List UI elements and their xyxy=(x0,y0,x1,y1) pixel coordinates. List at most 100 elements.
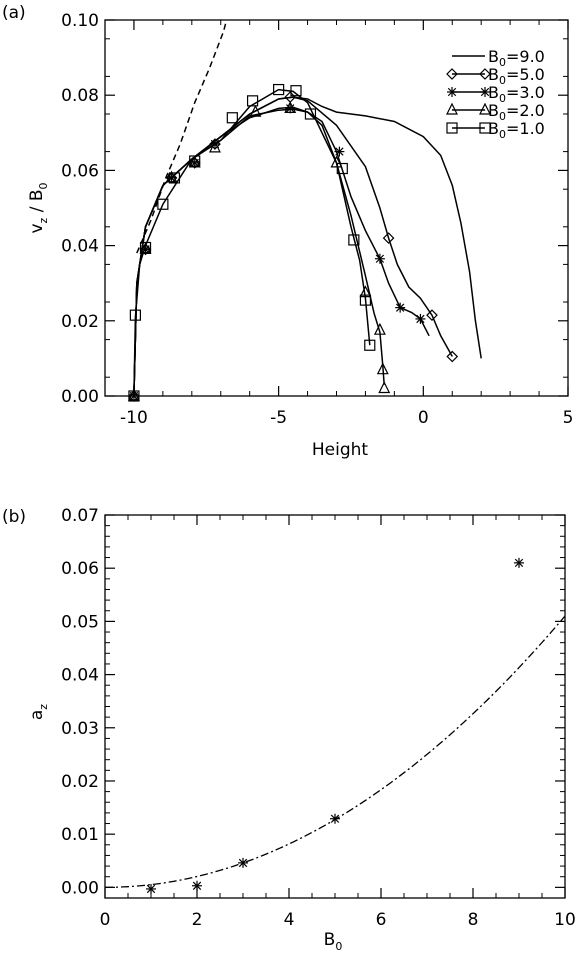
panel-b-y-title-main: a xyxy=(27,710,47,720)
panel-a-ticks: -10 -5 0 5 0.00 0.02 0.04 0.06 0.08 0.10 xyxy=(61,11,573,428)
legend-label-sub: 0 xyxy=(499,110,506,123)
panel-a-square-marker xyxy=(348,234,360,246)
panel-a-y-tick-label: 0.10 xyxy=(61,11,99,31)
panel-a-legend-entry: B0=2.0 xyxy=(446,101,545,123)
legend-triangle-marker xyxy=(446,102,458,115)
panel-a-triangle-marker xyxy=(127,388,140,401)
legend-label-main: B xyxy=(488,101,499,120)
panel-a-y-title-main: v xyxy=(27,223,47,233)
legend-asterisk-marker xyxy=(480,87,490,97)
panel-a-series-line xyxy=(133,96,482,397)
legend-label-sub: 0 xyxy=(499,128,506,141)
panel-b-x-axis-title: B0 xyxy=(324,930,343,953)
panel-b-asterisk-marker xyxy=(146,883,156,894)
panel-a-square-marker xyxy=(304,108,317,120)
panel-a-y-tick-label: 0.08 xyxy=(61,86,99,106)
panel-b-x-tick-label: 2 xyxy=(192,910,203,930)
panel-b-x-title-sub: 0 xyxy=(335,940,342,953)
panel-a-square-marker xyxy=(189,155,201,167)
panel-a-triangle-marker xyxy=(249,104,262,117)
panel-a-series-line xyxy=(133,96,453,397)
panel-a-line-chart: (a) -10 -5 0 5 0.00 0.02 0.04 0.06 0.08 0.10 Heig… xyxy=(2,3,573,460)
panel-a-y-tick-label: 0.04 xyxy=(61,237,99,257)
panel-a-asterisk-marker xyxy=(374,253,385,264)
panel-b-x-tick-label: 6 xyxy=(376,910,387,930)
panel-a-legend: B0=9.0B0=5.0B0=3.0B0=2.0B0=1.0 xyxy=(446,47,545,141)
panel-a-square-marker xyxy=(290,85,302,97)
panel-b-y-axis-title: az xyxy=(27,704,50,720)
legend-label-rest: =3.0 xyxy=(506,83,545,102)
panel-b-fit-curve xyxy=(104,615,566,889)
panel-a-series xyxy=(127,19,482,402)
panel-a-y-axis-title: vz / B0 xyxy=(27,182,50,233)
panel-a-triangle-marker xyxy=(376,362,389,375)
panel-a-asterisk-marker xyxy=(334,146,345,157)
panel-a-triangle-marker xyxy=(373,322,386,335)
legend-triangle-marker xyxy=(479,102,491,115)
panel-a-y-title-sub2: 0 xyxy=(37,182,50,189)
panel-a-square-marker xyxy=(336,162,348,175)
panel-a-square-marker xyxy=(168,172,181,184)
panel-a-square-marker xyxy=(359,294,372,306)
panel-b-plot-frame xyxy=(104,514,566,899)
legend-label: B0=3.0 xyxy=(488,83,545,105)
panel-a-square-marker xyxy=(273,83,285,96)
panel-b-asterisk-marker xyxy=(238,857,248,868)
legend-label-rest: =9.0 xyxy=(506,47,545,66)
panel-a-x-tick-label: 5 xyxy=(563,408,574,428)
legend-label-main: B xyxy=(488,47,499,66)
legend-label-sub: 0 xyxy=(499,92,506,105)
panel-a-diamond-marker xyxy=(382,232,395,244)
panel-a-x-axis-title: Height xyxy=(312,440,369,460)
panel-a-triangle-marker xyxy=(284,101,297,113)
panel-a-diamond-marker xyxy=(426,309,438,322)
panel-b-y-tick-label: 0.04 xyxy=(61,666,99,686)
legend-label-main: B xyxy=(488,119,499,138)
legend-label-main: B xyxy=(488,65,499,84)
panel-b-x-tick-label: 10 xyxy=(554,910,576,930)
panel-a-asterisk-marker xyxy=(415,313,426,324)
legend-square-marker xyxy=(446,122,458,134)
panel-a-legend-entry: B0=9.0 xyxy=(452,47,545,69)
panel-a-triangle-marker xyxy=(139,242,152,254)
panel-a-square-marker xyxy=(226,112,238,124)
panel-a-triangle-marker xyxy=(330,155,343,168)
panel-b-y-tick-label: 0.00 xyxy=(61,878,99,898)
panel-b-asterisk-marker xyxy=(514,557,524,568)
panel-a-triangle-marker xyxy=(188,155,201,168)
legend-diamond-marker xyxy=(446,68,458,80)
panel-a-legend-entry: B0=5.0 xyxy=(446,65,545,87)
panel-a-asterisk-marker xyxy=(395,302,406,313)
panel-b-scatter-chart: (b) 0 2 4 6 8 100.000.010.020.030.040.050.060… xyxy=(2,506,576,953)
panel-a-x-tick-label: 0 xyxy=(418,408,429,428)
panel-b-y-tick-label: 0.03 xyxy=(61,719,99,739)
legend-label: B0=9.0 xyxy=(488,47,545,69)
panel-a-square-marker xyxy=(364,339,376,351)
panel-b-y-tick-label: 0.06 xyxy=(61,559,99,579)
panel-a-square-marker xyxy=(246,95,259,107)
panel-b-y-tick-label: 0.05 xyxy=(61,612,99,632)
panel-a-y-tick-label: 0.00 xyxy=(61,387,99,407)
panel-a-legend-entry: B0=3.0 xyxy=(447,83,545,105)
panel-a-square-marker xyxy=(139,241,152,254)
legend-label-rest: =5.0 xyxy=(506,65,545,84)
legend-label-sub: 0 xyxy=(499,56,506,69)
panel-b-y-tick-label: 0.01 xyxy=(61,825,99,845)
panel-b-y-title-sub: z xyxy=(37,704,50,710)
panel-b-y-tick-label: 0.07 xyxy=(61,506,99,526)
legend-label-main: B xyxy=(488,83,499,102)
panel-a-y-tick-label: 0.02 xyxy=(61,312,99,332)
panel-b-x-tick-label: 4 xyxy=(284,910,295,930)
panel-b-x-tick-label: 0 xyxy=(100,910,111,930)
panel-b-x-title-main: B xyxy=(324,930,336,950)
panel-b-ticks: 0 2 4 6 8 10 0.00 0.01 0.02 0.03 0.04 0.05 0.06 0.07 xyxy=(61,506,576,930)
panel-a-label: (a) xyxy=(2,3,26,23)
panel-a-y-title-sep: / xyxy=(27,201,47,218)
panel-a-square-marker xyxy=(157,198,169,210)
legend-label: B0=5.0 xyxy=(488,65,545,87)
panel-a-square-marker xyxy=(129,309,141,321)
legend-label-rest: =2.0 xyxy=(506,101,545,120)
legend-label-rest: =1.0 xyxy=(506,119,545,138)
panel-a-triangle-marker xyxy=(378,381,391,394)
